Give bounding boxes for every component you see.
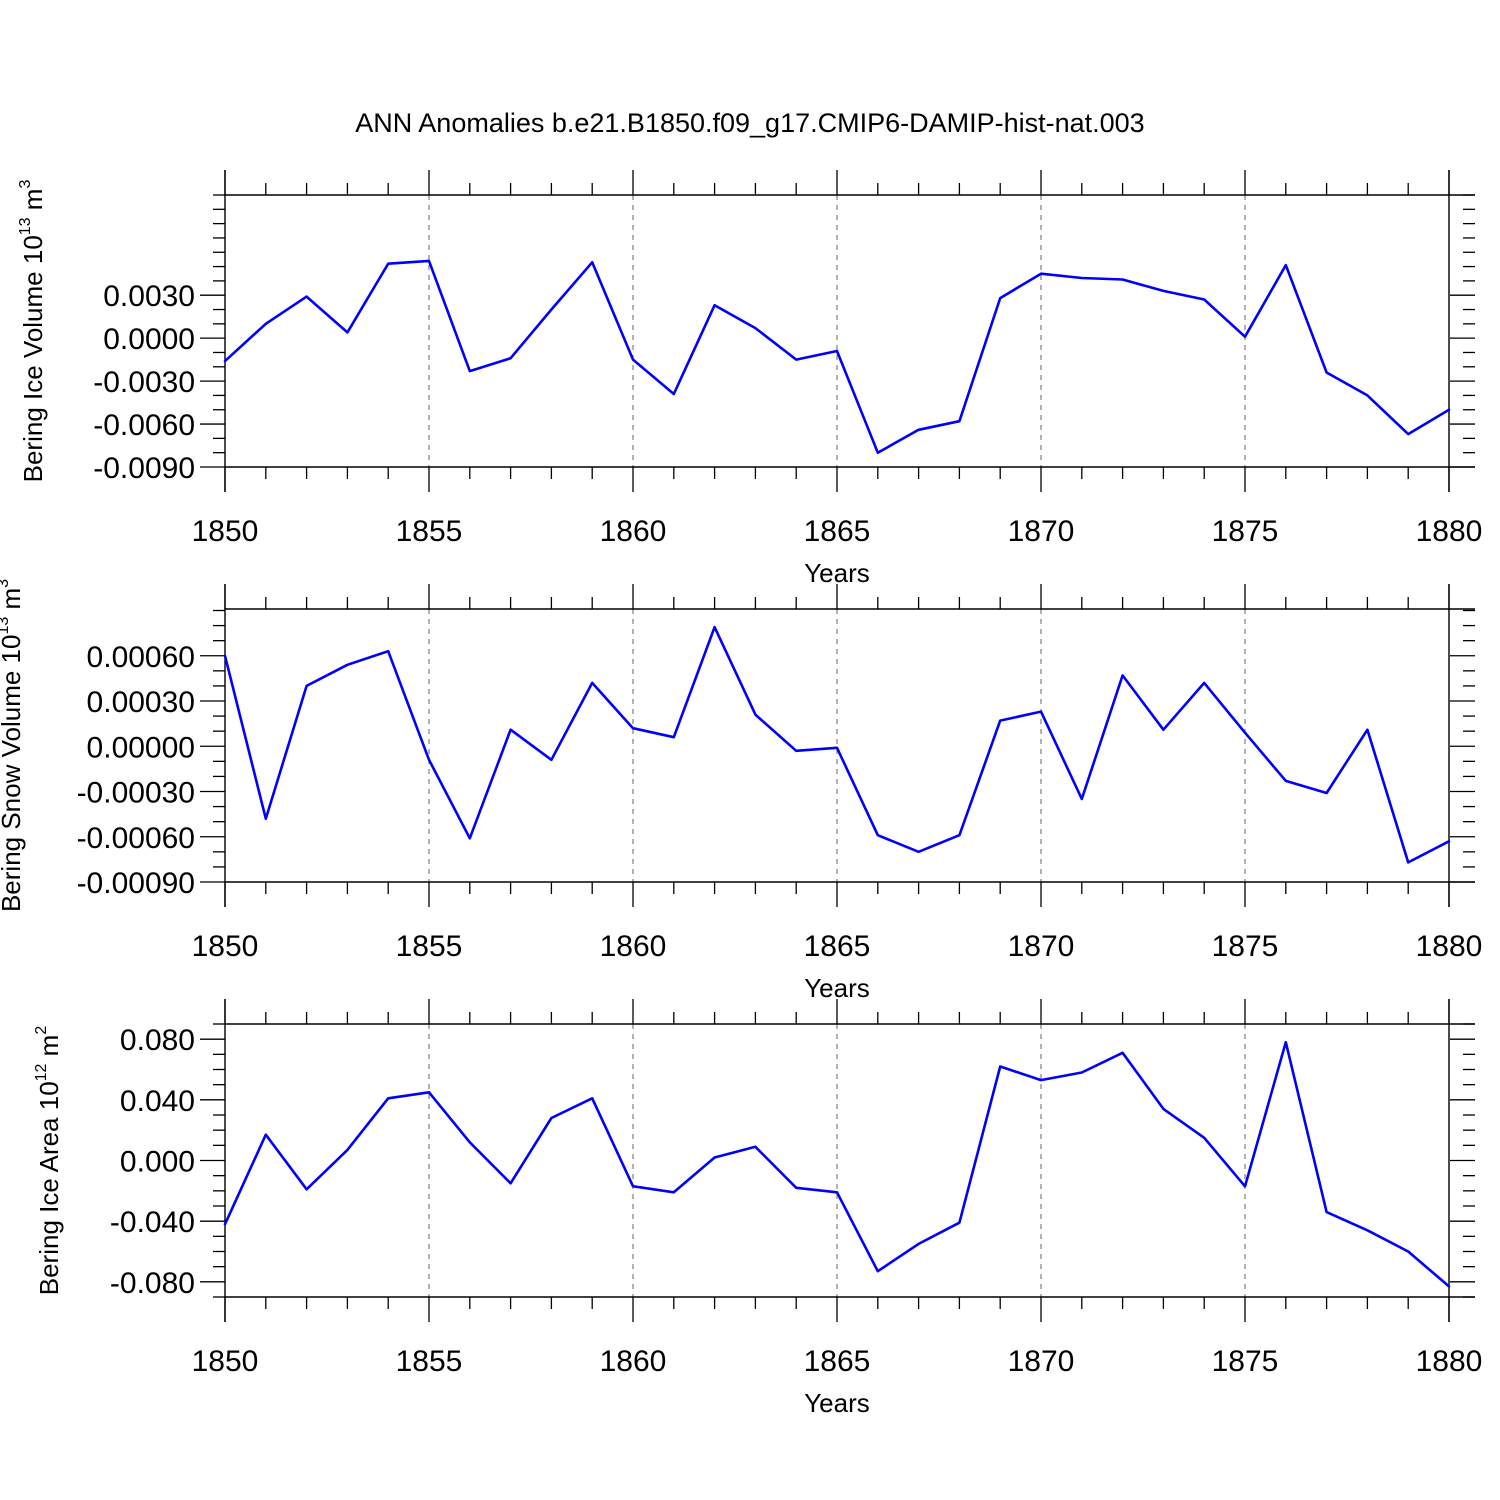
- chart-panel-3: 1850 1855 1860 1865 1870 1875 1880 Years -0.080 -…: [33, 999, 1482, 1418]
- y-tick-label: -0.0030: [93, 366, 195, 399]
- chart-panel-2: 1850 1855 1860 1865 1870 1875 1880 Years -0.0009…: [0, 579, 1482, 1003]
- x-tick-label: 1850: [192, 1345, 259, 1378]
- x-tick-label: 1850: [192, 930, 259, 963]
- x-tick-label: 1870: [1008, 1345, 1075, 1378]
- x-axis-title: Years: [804, 973, 870, 1003]
- x-tick-label: 1865: [804, 515, 871, 548]
- x-tick-label: 1875: [1212, 930, 1279, 963]
- x-tick-label: 1860: [600, 1345, 667, 1378]
- y-tick-label: -0.040: [110, 1206, 195, 1239]
- x-tick-label: 1880: [1416, 930, 1483, 963]
- y-tick-label: 0.000: [120, 1146, 195, 1179]
- y-tick-label: 0.0030: [103, 280, 195, 313]
- series-line: [223, 259, 1451, 455]
- y-tick-label: 0.00000: [87, 731, 195, 764]
- y-tick-label: -0.080: [110, 1267, 195, 1300]
- x-tick-label: 1850: [192, 515, 259, 548]
- x-tick-label: 1880: [1416, 1345, 1483, 1378]
- y-tick-label: 0.00060: [87, 641, 195, 674]
- x-tick-label: 1880: [1416, 515, 1483, 548]
- y-tick-label: -0.00060: [77, 822, 195, 855]
- x-tick-label: 1870: [1008, 515, 1075, 548]
- x-tick-label: 1870: [1008, 930, 1075, 963]
- x-tick-label: 1865: [804, 1345, 871, 1378]
- y-axis-title: Bering Ice Area 1012 m2: [33, 1026, 64, 1296]
- x-tick-label: 1855: [396, 1345, 463, 1378]
- x-axis-title: Years: [804, 558, 870, 588]
- y-tick-label: 0.080: [120, 1024, 195, 1057]
- x-tick-label: 1875: [1212, 515, 1279, 548]
- y-axis-title: Bering Ice Volume 1013 m3: [17, 180, 48, 483]
- y-tick-label: -0.0060: [93, 409, 195, 442]
- y-tick-label: -0.00090: [77, 867, 195, 900]
- series-line: [223, 625, 1451, 864]
- panels: 1850 1855 1860 1865 1870 1875 1880 Years -0.0090…: [0, 170, 1482, 1418]
- y-tick-label: 0.00030: [87, 686, 195, 719]
- y-tick-label: 0.0000: [103, 323, 195, 356]
- y-tick-label: -0.00030: [77, 777, 195, 810]
- x-tick-label: 1860: [600, 930, 667, 963]
- x-tick-label: 1865: [804, 930, 871, 963]
- series-line: [223, 1040, 1451, 1288]
- chart-panel-1: 1850 1855 1860 1865 1870 1875 1880 Years -0.0090…: [17, 170, 1482, 588]
- figure-title: ANN Anomalies b.e21.B1850.f09_g17.CMIP6-…: [355, 108, 1144, 138]
- x-tick-label: 1860: [600, 515, 667, 548]
- y-tick-label: 0.040: [120, 1085, 195, 1118]
- x-axis-title: Years: [804, 1388, 870, 1418]
- x-tick-label: 1855: [396, 930, 463, 963]
- y-tick-label: -0.0090: [93, 452, 195, 485]
- x-tick-label: 1875: [1212, 1345, 1279, 1378]
- y-axis-title: Bering Snow Volume 1013 m3: [0, 579, 26, 912]
- x-tick-label: 1855: [396, 515, 463, 548]
